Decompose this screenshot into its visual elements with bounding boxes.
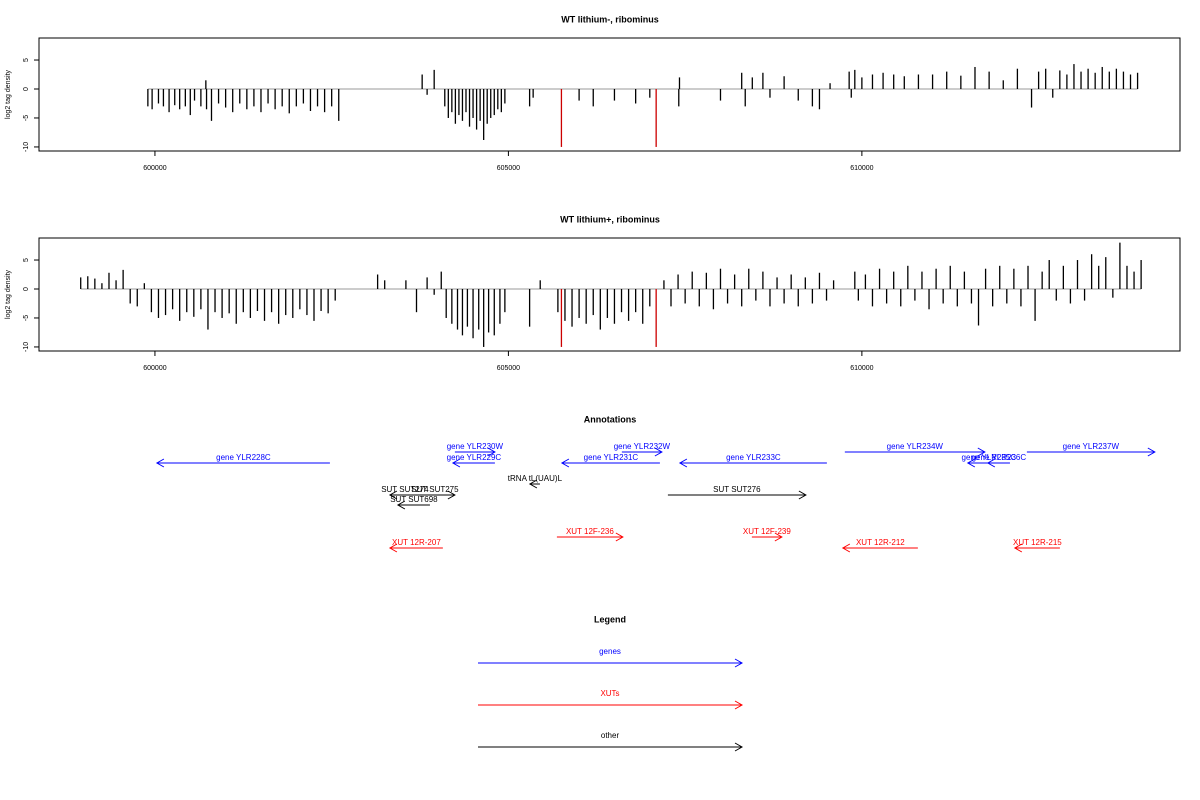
legend-arrow-head — [734, 742, 744, 752]
feature-label: XUT 12F-236 — [566, 527, 614, 536]
feature-arrow-head — [986, 458, 996, 468]
feature-label: gene YLR234W — [887, 442, 944, 451]
feature-label: gene YLR237W — [1063, 442, 1120, 451]
y-tick-label: -10 — [23, 342, 30, 352]
chart-title: WT lithium+, ribominus — [560, 214, 660, 224]
feature-arrow-head — [841, 543, 851, 553]
chart-title: WT lithium-, ribominus — [561, 14, 659, 24]
y-tick-label: 5 — [23, 258, 30, 262]
legend-label: other — [601, 731, 620, 740]
x-tick-label: 605000 — [497, 165, 520, 172]
legend-arrow-head — [734, 700, 744, 710]
y-axis-label: log2 tag density — [5, 69, 12, 119]
x-tick-label: 610000 — [850, 165, 873, 172]
feature-arrow-head — [977, 447, 986, 457]
feature-label: XUT 12R-207 — [392, 538, 441, 547]
feature-arrow-head — [155, 458, 165, 468]
feature-arrow-head — [388, 543, 398, 553]
plot-frame — [38, 37, 1181, 152]
feature-label: tRNA tL(UAU)L — [508, 474, 563, 483]
feature-label: gene YLR232W — [614, 442, 671, 451]
y-tick-label: 0 — [23, 87, 30, 91]
feature-arrow-head — [678, 458, 688, 468]
y-axis-label: log2 tag density — [5, 269, 12, 319]
feature-label: SUT SUT276 — [713, 485, 761, 494]
feature-label: gene YLR228C — [216, 453, 271, 462]
x-tick-label: 600000 — [143, 365, 166, 372]
legend-title: Legend — [594, 614, 626, 624]
feature-label: gene YLR233C — [726, 453, 781, 462]
feature-arrow-head — [388, 490, 398, 500]
x-tick-label: 605000 — [497, 365, 520, 372]
feature-arrow-head — [1013, 543, 1023, 553]
feature-arrow-head — [487, 447, 496, 457]
legend-label: XUTs — [600, 689, 619, 698]
x-tick-label: 610000 — [850, 365, 873, 372]
y-tick-label: -5 — [23, 115, 30, 121]
feature-label: SUT SUT698 — [390, 495, 438, 504]
feature-arrow-head — [1147, 447, 1156, 457]
feature-label: gene YLR229C — [447, 453, 502, 462]
feature-arrow-head — [560, 458, 570, 468]
feature-arrow-head — [447, 490, 456, 500]
feature-label: gene YLR230W — [447, 442, 504, 451]
feature-label: gene YLR231C — [584, 453, 639, 462]
feature-label: gene YLR236C — [972, 453, 1027, 462]
y-tick-label: 5 — [23, 58, 30, 62]
feature-label: gene YLR235C — [962, 453, 1017, 462]
feature-arrow-head — [528, 479, 538, 489]
feature-label: SUT SUT275 — [411, 485, 459, 494]
y-tick-label: -10 — [23, 142, 30, 152]
feature-label: XUT 12R-215 — [1013, 538, 1062, 547]
feature-arrow-head — [654, 447, 663, 457]
annotations-title: Annotations — [584, 414, 637, 424]
feature-arrow-head — [966, 458, 976, 468]
legend-label: genes — [599, 647, 621, 656]
x-tick-label: 600000 — [143, 165, 166, 172]
feature-arrow-head — [615, 532, 624, 542]
feature-arrow-head — [774, 532, 783, 542]
feature-label: XUT 12F-239 — [743, 527, 791, 536]
y-tick-label: -5 — [23, 315, 30, 321]
legend-arrow-head — [734, 658, 744, 668]
plot-frame — [38, 237, 1181, 352]
feature-arrow-head — [396, 500, 406, 510]
feature-arrow-head — [798, 490, 807, 500]
y-tick-label: 0 — [23, 287, 30, 291]
feature-label: SUT SUT274 — [381, 485, 429, 494]
feature-label: XUT 12R-212 — [856, 538, 905, 547]
feature-arrow-head — [451, 458, 461, 468]
